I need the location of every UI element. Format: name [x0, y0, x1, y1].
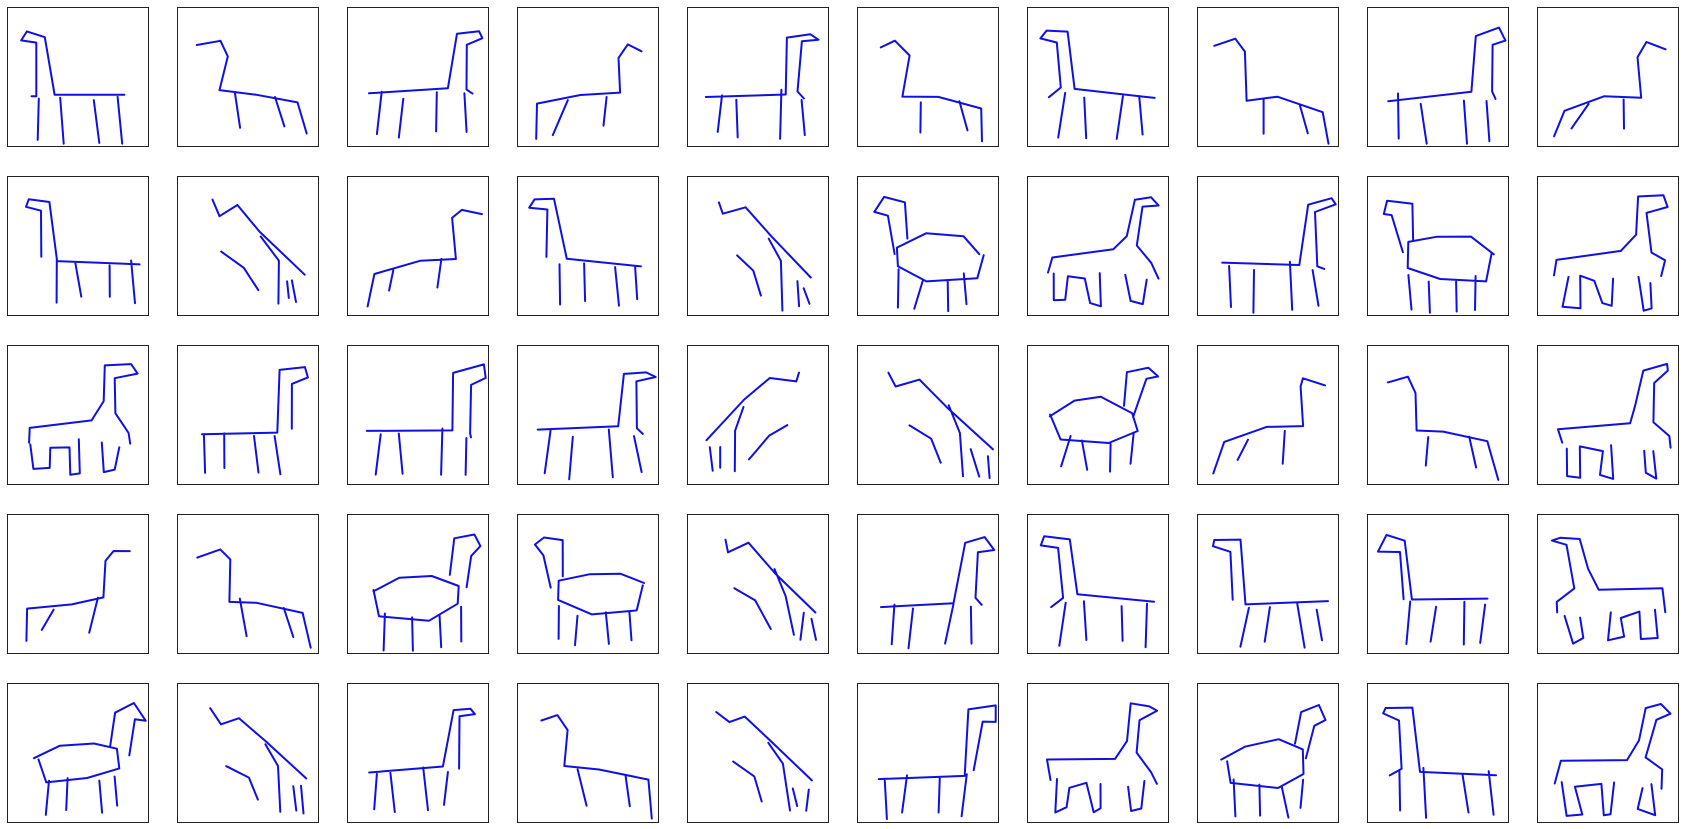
sketch-frame	[1197, 683, 1339, 823]
sketch-frame	[1367, 176, 1509, 316]
sketch-frame	[1537, 683, 1679, 823]
sketch	[201, 366, 309, 476]
sketch-frame	[1537, 7, 1679, 147]
sketch-frame	[687, 514, 829, 654]
sketch	[1553, 703, 1672, 817]
sketch	[1382, 706, 1497, 819]
sketch-frame	[687, 345, 829, 485]
sketch-frame	[7, 176, 149, 316]
sketch	[28, 363, 139, 476]
sketch	[1039, 29, 1156, 140]
sketch	[195, 39, 308, 135]
sketch	[533, 536, 646, 647]
sketch	[1047, 196, 1160, 308]
sketch-frame	[1197, 345, 1339, 485]
sketch-frame	[177, 683, 319, 823]
sketch-frame	[1197, 514, 1339, 654]
sketch	[20, 30, 126, 145]
sketch-frame	[857, 7, 999, 147]
sketch	[715, 711, 813, 812]
sketch	[1382, 199, 1495, 314]
sketch-frame	[1367, 683, 1509, 823]
sketch	[879, 39, 983, 143]
sketch-frame	[1367, 514, 1509, 654]
sketch-frame	[7, 345, 149, 485]
sketch-frame	[517, 514, 659, 654]
sketch-frame	[347, 7, 489, 147]
sketch-frame	[857, 514, 999, 654]
sketch-frame	[177, 7, 319, 147]
sketch-frame	[1027, 7, 1169, 147]
sketch	[1048, 366, 1160, 473]
sketch-frame	[7, 7, 149, 147]
sketch-frame	[517, 7, 659, 147]
sketch	[704, 33, 820, 140]
sketch	[209, 707, 308, 815]
sketch-frame	[7, 683, 149, 823]
sketch-frame	[687, 7, 829, 147]
sketch-frame	[177, 345, 319, 485]
sketch-frame	[857, 345, 999, 485]
sketch-frame	[1537, 176, 1679, 316]
sketch-frame	[177, 514, 319, 654]
sketch-frame	[1027, 345, 1169, 485]
sketch	[528, 197, 642, 307]
sketch	[196, 548, 312, 649]
sketch	[1212, 377, 1327, 475]
sketch-frame	[1367, 7, 1509, 147]
sketch-frame	[347, 176, 489, 316]
sketch-frame	[517, 683, 659, 823]
sketch	[880, 536, 996, 650]
sketch-frame	[1027, 683, 1169, 823]
sketch	[1221, 197, 1337, 314]
sketch	[368, 707, 476, 813]
sketch-frame	[177, 176, 319, 316]
sketch	[1550, 536, 1667, 645]
sketch-frame	[347, 514, 489, 654]
sketch	[705, 371, 800, 473]
sketch-frame	[347, 683, 489, 823]
sketch	[25, 198, 141, 305]
sketch	[32, 702, 147, 816]
sketch	[1046, 702, 1159, 814]
sketch-frame	[347, 345, 489, 485]
sketch	[1553, 41, 1667, 138]
sketch-frame	[857, 176, 999, 316]
sketch	[25, 550, 131, 642]
sketch	[717, 201, 812, 312]
sketch	[368, 30, 484, 139]
sketch	[1220, 704, 1327, 819]
sketch	[873, 195, 985, 313]
sketch	[365, 363, 487, 476]
sketch	[1553, 194, 1669, 312]
sketch	[1377, 533, 1489, 646]
sketch-frame	[687, 683, 829, 823]
sketch	[211, 198, 306, 305]
sketch	[877, 704, 997, 820]
sketch-frame	[7, 514, 149, 654]
sketch-frame	[517, 345, 659, 485]
sketch-frame	[1197, 7, 1339, 147]
sketch	[372, 533, 482, 652]
sketch	[535, 43, 643, 140]
sketch-frame	[687, 176, 829, 316]
sketch	[1039, 535, 1156, 649]
sketch	[540, 714, 653, 820]
sketch	[1557, 362, 1672, 480]
sketch-frame	[1367, 345, 1509, 485]
sketch-frame	[1027, 514, 1169, 654]
sketch	[1387, 26, 1507, 145]
sketch-frame	[1197, 176, 1339, 316]
sketch	[887, 371, 994, 480]
sketch	[1211, 538, 1329, 649]
sketch	[1213, 37, 1330, 145]
sketch	[1386, 375, 1500, 481]
sketch-frame	[857, 683, 999, 823]
sketch	[724, 538, 817, 641]
sketch	[536, 371, 657, 481]
sketch	[366, 208, 483, 308]
